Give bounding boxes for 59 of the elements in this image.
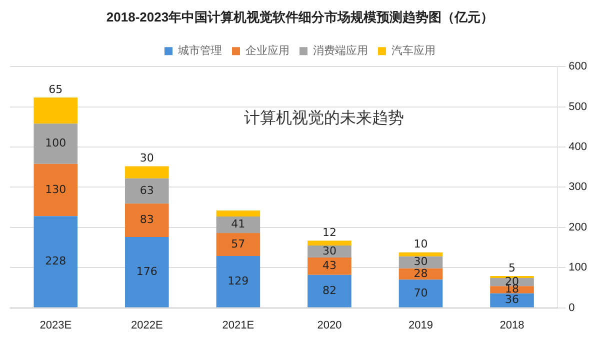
bar [216,216,260,234]
data-label: 41 [231,218,246,231]
data-label: 30 [414,255,428,268]
annotation: 计算机视觉的未来趋势 [244,108,404,128]
data-label: 30 [322,244,336,258]
legend-label: 城市管理 [177,44,222,58]
chart-title: 2018-2023年中国计算机视觉软件细分市场规模预测趋势图（亿元） [106,9,494,24]
data-label: 176 [136,265,158,278]
legend-label: 汽车应用 [392,44,436,58]
bar [490,293,534,308]
bar [34,124,78,164]
bar [216,256,260,308]
bar [216,210,260,217]
bar [398,252,443,256]
x-tick-label: 2018 [500,319,524,332]
bar [34,164,78,216]
y-tick-label: 300 [568,181,588,194]
x-tick-label: 2020 [317,319,342,332]
data-label: 30 [140,152,154,165]
bar [34,216,78,308]
y-tick-label: 600 [568,60,588,73]
y-tick-label: 500 [568,100,588,113]
data-label: 228 [45,254,66,268]
x-tick-label: 2019 [408,319,433,332]
data-label: 57 [231,237,246,250]
legend-label: 企业应用 [246,44,290,58]
data-label: 70 [414,286,428,300]
bar [216,233,260,256]
bar [308,240,352,246]
data-label: 130 [45,182,66,196]
bar [398,280,443,308]
bar [125,237,169,308]
x-tick-label: 2022E [131,319,163,332]
bar [125,178,169,204]
data-label: 65 [48,82,63,96]
bar [125,166,169,178]
y-tick-label: 400 [568,141,588,154]
data-label: 63 [140,184,154,197]
bar [34,98,78,124]
bar [490,286,534,294]
bar [308,274,352,308]
data-label: 36 [505,293,520,306]
y-tick-label: 100 [568,262,588,274]
x-tick-label: 2023E [40,319,72,332]
data-label: 83 [140,213,154,226]
data-label: 28 [414,266,428,280]
y-tick-label: 0 [568,302,575,314]
y-tick-label: 200 [568,221,588,234]
bar [308,258,352,275]
data-label: 82 [322,284,336,297]
data-label: 43 [322,259,336,272]
data-label: 10 [414,238,428,251]
legend-label: 消费端应用 [313,44,368,58]
x-tick-label: 2021E [222,319,254,332]
data-label: 100 [45,136,66,150]
data-label: 5 [508,261,516,274]
data-label: 12 [322,226,336,240]
bar [125,204,169,238]
data-label: 129 [228,274,249,288]
